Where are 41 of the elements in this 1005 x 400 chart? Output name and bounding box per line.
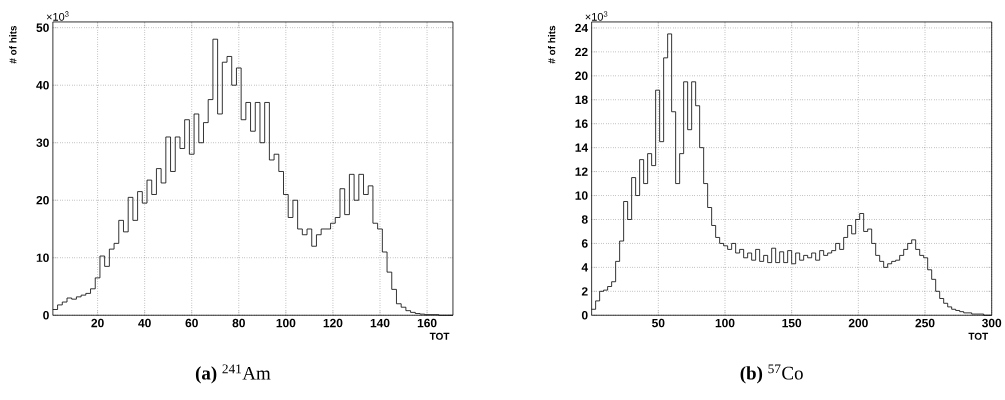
y-tick-label: 8 [581, 215, 588, 224]
x-tick-label: 50 [652, 318, 665, 328]
text: (b) $^{57}$Co [740, 364, 803, 384]
x-tick-label: 300 [981, 318, 1002, 328]
y-tick-label: 4 [581, 263, 589, 272]
y-tick-label: 10 [575, 191, 588, 200]
x-tick-label: 250 [915, 318, 935, 328]
y-tick-label: 40 [36, 80, 49, 90]
x-tick-label: 100 [276, 318, 296, 328]
text: ×10$^{3}$ [585, 11, 608, 21]
y-tick-label: 16 [575, 119, 588, 128]
y-axis-title: # of hits [547, 25, 556, 64]
text: (a) $^{241}$Am [195, 364, 271, 384]
y-tick-label: 20 [36, 195, 49, 205]
x-tick-label: 140 [370, 318, 390, 328]
x-tick-label: 150 [782, 318, 802, 328]
y-tick-label: 50 [36, 23, 49, 32]
x-tick-label: 80 [232, 318, 245, 328]
y-tick-label: 10 [36, 253, 49, 262]
x-tick-label: 20 [91, 318, 104, 328]
x-tick-label: 160 [417, 318, 437, 328]
x-tick-label: 100 [715, 318, 735, 328]
y-tick-label: 30 [36, 138, 49, 147]
x-tick-label: 200 [848, 318, 868, 328]
y-tick-label: 12 [575, 167, 588, 176]
y-tick-label: 2 [581, 287, 588, 296]
x-tick-label: 40 [138, 318, 151, 328]
x-tick-label: 120 [323, 318, 343, 328]
y-tick-label: 24 [575, 23, 589, 33]
y-tick-label: 20 [575, 71, 588, 81]
x-tick-label: 60 [185, 318, 198, 328]
y-tick-label: 22 [575, 47, 588, 57]
y-tick-label: 0 [43, 311, 49, 320]
x-axis-title: TOT [968, 332, 989, 340]
y-tick-label: 0 [581, 310, 588, 320]
y-tick-label: 14 [575, 143, 589, 152]
y-tick-label: 6 [581, 239, 588, 248]
text: ×10$^{3}$ [46, 11, 69, 21]
y-tick-label: 18 [575, 95, 588, 104]
y-axis-title: # of hits [9, 25, 17, 64]
x-axis-title: TOT [429, 332, 450, 340]
